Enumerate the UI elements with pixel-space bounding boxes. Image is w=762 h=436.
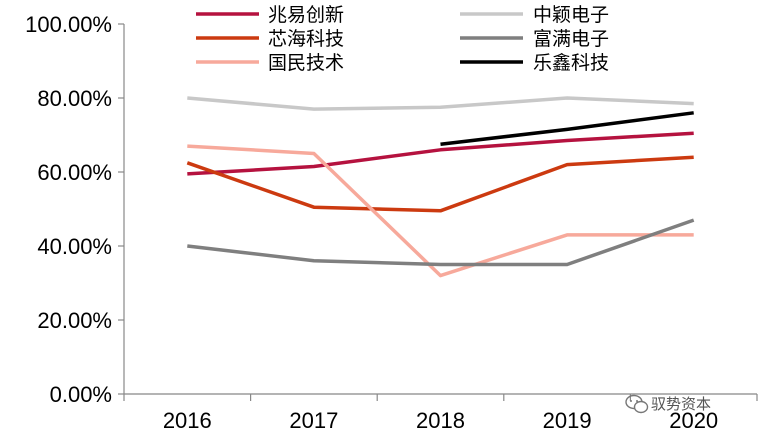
wechat-icon — [625, 394, 649, 414]
legend-label: 芯海科技 — [268, 28, 344, 50]
legend-item: 乐鑫科技 — [460, 52, 609, 74]
x-tick-label: 2016 — [163, 408, 212, 433]
legend-label: 国民技术 — [268, 52, 344, 74]
y-tick-label: 60.00% — [37, 160, 112, 185]
y-tick-label: 0.00% — [50, 382, 112, 407]
legend-label: 富满电子 — [533, 28, 609, 50]
x-tick-label: 2017 — [289, 408, 338, 433]
legend-item: 中颖电子 — [460, 4, 609, 26]
legend-item: 兆易创新 — [196, 4, 344, 26]
y-tick-label: 100.00% — [25, 12, 112, 37]
x-tick-label: 2018 — [416, 408, 465, 433]
series-line — [187, 144, 694, 278]
x-tick-label: 2019 — [543, 408, 592, 433]
series-line — [187, 218, 695, 267]
series-line — [186, 155, 694, 213]
series-line — [440, 111, 694, 146]
watermark: 驭势资本 — [625, 394, 711, 414]
y-tick-label: 20.00% — [37, 308, 112, 333]
y-tick-label: 40.00% — [37, 234, 112, 259]
series-line — [187, 131, 694, 176]
x-axis: 2016 2017 2018 2019 2020 — [123, 393, 758, 433]
watermark-text: 驭势资本 — [651, 395, 711, 413]
y-axis: 0.00% 20.00% 40.00% 60.00% 80.00% 100.00% — [25, 12, 125, 407]
legend-item: 富满电子 — [460, 28, 609, 50]
legend-label: 兆易创新 — [268, 4, 344, 26]
series-line — [187, 96, 694, 111]
legend-item: 国民技术 — [196, 52, 344, 74]
legend-item: 芯海科技 — [196, 28, 344, 50]
y-tick-label: 80.00% — [37, 86, 112, 111]
series-lines — [186, 96, 695, 278]
legend-label: 中颖电子 — [533, 4, 609, 26]
legend-label: 乐鑫科技 — [533, 52, 609, 74]
x-tick-label: 2020 — [669, 408, 718, 433]
